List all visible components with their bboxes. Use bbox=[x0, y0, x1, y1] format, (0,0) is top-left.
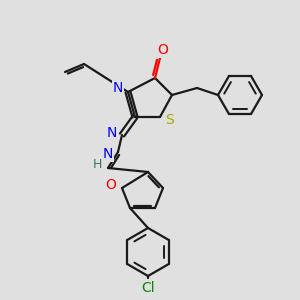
Text: N: N bbox=[113, 81, 123, 95]
Text: Cl: Cl bbox=[141, 281, 155, 295]
Text: S: S bbox=[166, 113, 174, 127]
Text: N: N bbox=[103, 147, 113, 161]
Text: O: O bbox=[106, 178, 116, 192]
Text: N: N bbox=[107, 126, 117, 140]
Text: O: O bbox=[158, 43, 168, 57]
Text: H: H bbox=[92, 158, 102, 172]
